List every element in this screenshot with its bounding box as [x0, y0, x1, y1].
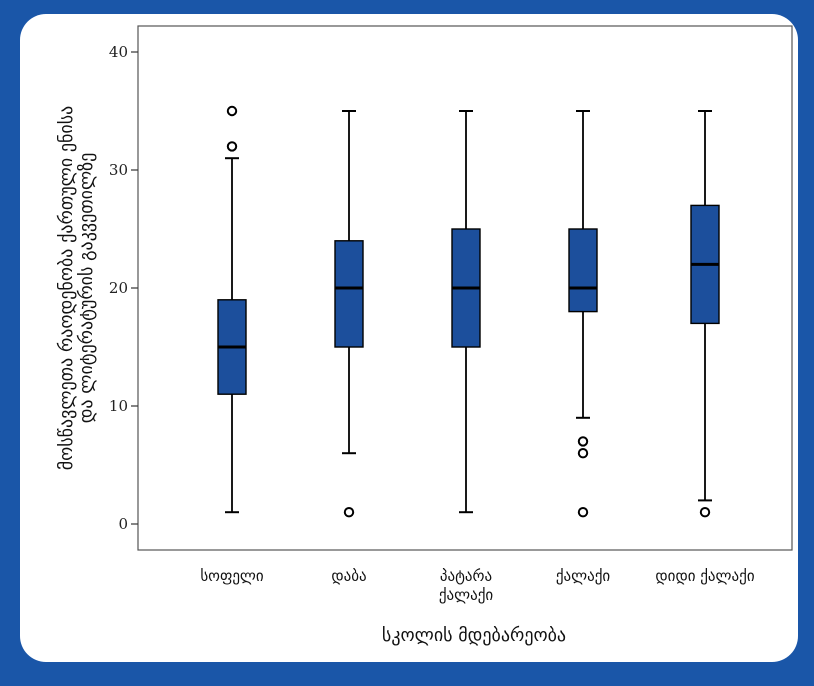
box: [568, 228, 598, 313]
box-group: [334, 110, 364, 518]
x-category-label: დიდი ქალაქი: [655, 567, 754, 585]
box: [334, 240, 364, 348]
outlier-point: [226, 141, 238, 152]
y-axis-title-line-1: მოსწავლეთა რაოდენობა ქართული ენისა: [56, 106, 77, 471]
outlier-point: [343, 507, 355, 518]
y-tick-label: 10: [109, 397, 128, 415]
x-category-label: პატარა: [440, 567, 492, 585]
x-axis-title: სკოლის მდებარეობა: [382, 625, 566, 646]
y-axis-title-line-2: და ლიტერატურის გაკვეთილზე: [76, 153, 97, 424]
box-group: [690, 110, 720, 518]
chart-panel: [20, 14, 798, 662]
y-tick-label: 0: [118, 515, 128, 533]
box-group: [451, 110, 481, 514]
y-axis: 0 10 20 30 40: [109, 43, 138, 533]
outlier-point: [577, 436, 589, 447]
x-category-label: სოფელი: [200, 567, 264, 585]
x-category-label: ქალაქი: [439, 586, 494, 604]
box-group: [568, 110, 598, 518]
y-tick-label: 40: [109, 43, 128, 61]
boxes-layer: [217, 105, 720, 518]
outlier-point: [577, 448, 589, 459]
box-group: [217, 105, 247, 514]
y-tick-label: 20: [109, 279, 128, 297]
outlier-point: [577, 507, 589, 518]
y-axis-title: მოსწავლეთა რაოდენობა ქართული ენისა და ლი…: [56, 106, 97, 471]
x-category-label: დაბა: [331, 567, 366, 585]
outlier-point: [226, 105, 238, 117]
y-tick-label: 30: [109, 161, 128, 179]
x-category-label: ქალაქი: [556, 567, 611, 585]
outlier-point: [699, 507, 711, 518]
